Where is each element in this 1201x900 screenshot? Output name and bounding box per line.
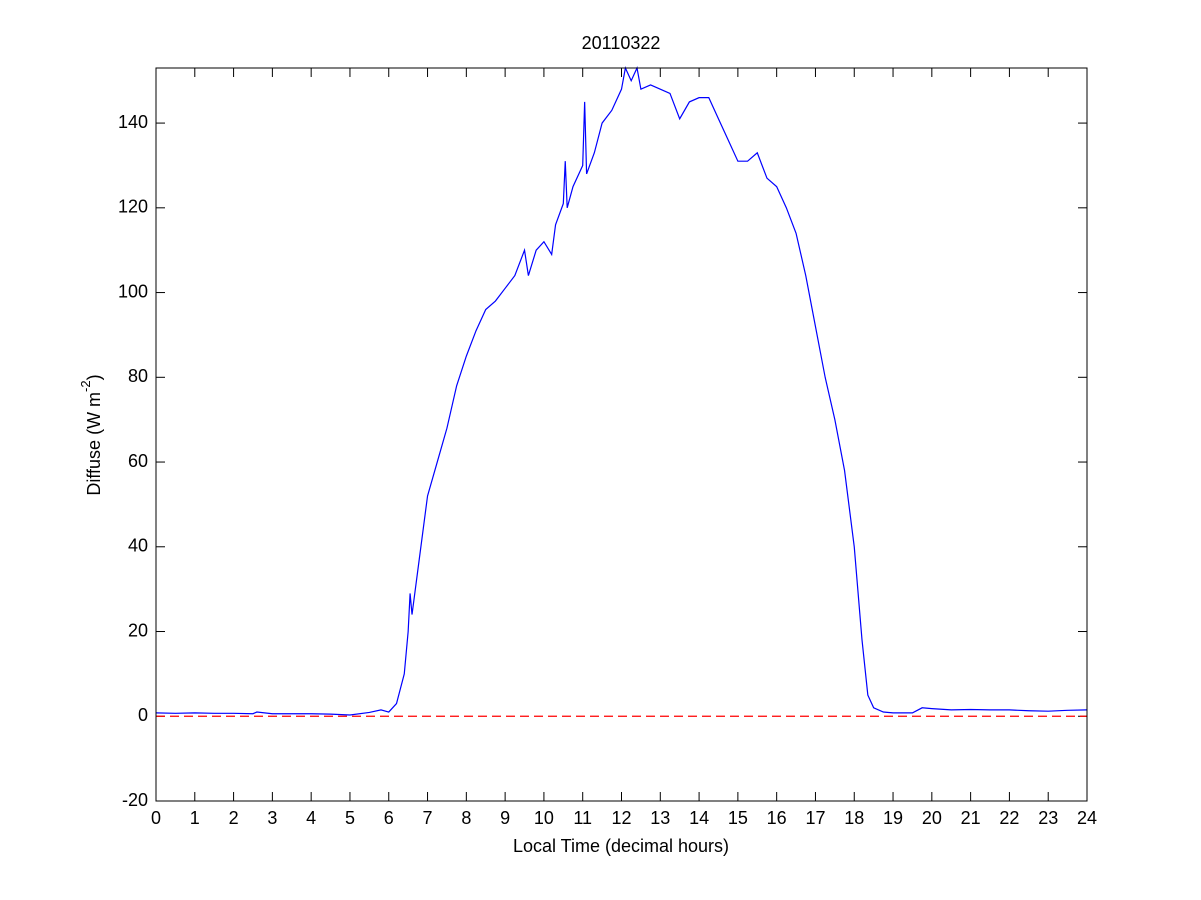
x-tick-label: 8 — [461, 808, 471, 828]
y-tick-label: 0 — [138, 705, 148, 725]
y-tick-label: 60 — [128, 451, 148, 471]
x-tick-label: 24 — [1077, 808, 1097, 828]
x-tick-label: 17 — [805, 808, 825, 828]
x-tick-label: 10 — [534, 808, 554, 828]
x-tick-label: 12 — [611, 808, 631, 828]
x-tick-label: 16 — [767, 808, 787, 828]
x-tick-label: 5 — [345, 808, 355, 828]
y-axis-label-text: ) — [84, 374, 104, 380]
x-tick-label: 22 — [999, 808, 1019, 828]
y-tick-label: 20 — [128, 620, 148, 640]
x-tick-label: 1 — [190, 808, 200, 828]
x-tick-label: 18 — [844, 808, 864, 828]
y-tick-label: -20 — [122, 790, 148, 810]
x-tick-label: 11 — [573, 808, 592, 828]
y-tick-label: 80 — [128, 366, 148, 386]
x-tick-label: 6 — [384, 808, 394, 828]
x-tick-label: 3 — [267, 808, 277, 828]
x-tick-label: 14 — [689, 808, 709, 828]
y-axis-label: Diffuse (W m-2) — [78, 374, 103, 495]
y-tick-label: 120 — [118, 197, 148, 217]
data-line — [155, 66, 1088, 716]
plot-frame — [155, 67, 1088, 802]
x-tick-label: 20 — [922, 808, 942, 828]
y-tick-label: 140 — [118, 112, 148, 132]
x-tick-label: 15 — [728, 808, 748, 828]
x-tick-label: 21 — [961, 808, 981, 828]
x-tick-label: 13 — [650, 808, 670, 828]
y-tick-label: 40 — [128, 536, 148, 556]
y-tick-label: 100 — [118, 281, 148, 301]
x-tick-label: 2 — [229, 808, 239, 828]
x-tick-label: 9 — [500, 808, 510, 828]
x-axis-label: Local Time (decimal hours) — [513, 836, 729, 856]
x-tick-label: 4 — [306, 808, 316, 828]
x-tick-label: 0 — [151, 808, 161, 828]
x-tick-label: 19 — [883, 808, 903, 828]
chart-title: 20110322 — [582, 33, 661, 53]
y-axis-label-text: Diffuse (W m — [84, 392, 104, 496]
x-tick-label: 23 — [1038, 808, 1058, 828]
x-tick-label: 7 — [423, 808, 433, 828]
y-axis-label-superscript: -2 — [78, 380, 93, 392]
